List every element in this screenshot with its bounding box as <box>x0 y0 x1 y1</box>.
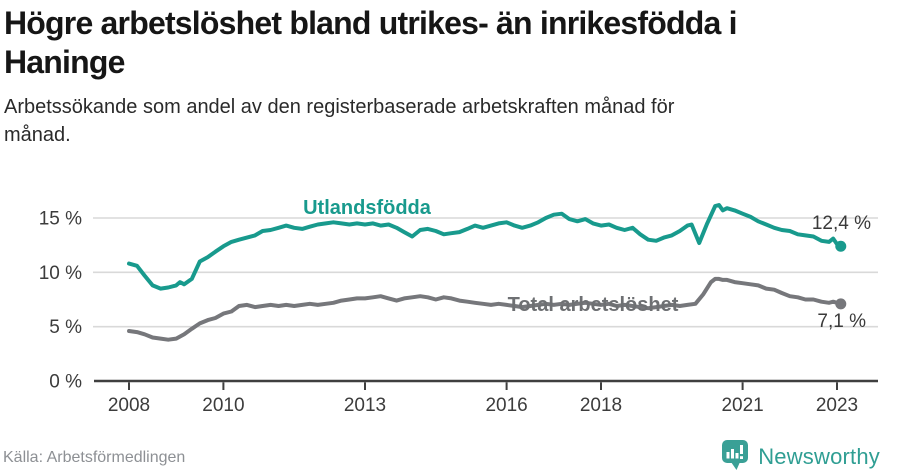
series-label-utlandsfodda: Utlandsfödda <box>303 197 432 219</box>
x-axis-tick-label: 2010 <box>202 395 244 416</box>
series-line-total <box>127 276 843 342</box>
x-axis-tick-label: 2016 <box>485 395 527 416</box>
x-axis-tick-label: 2013 <box>344 395 386 416</box>
x-axis-tick-label: 2023 <box>816 395 858 416</box>
x-axis-tick-label: 2021 <box>721 395 763 416</box>
x-axis-tick-label: 2018 <box>580 395 622 416</box>
source-credit: Källa: Arbetsförmedlingen <box>3 449 186 466</box>
chart-subtitle: Arbetssökande som andel av den registerb… <box>4 96 675 147</box>
bar-chart-bubble-icon <box>720 438 750 474</box>
series-end-dot-total <box>835 298 847 310</box>
logo-bubble-tail <box>731 462 741 470</box>
logo-bubble <box>722 440 749 463</box>
y-axis-tick-label: 10 % <box>39 263 82 284</box>
newsworthy-wordmark: Newsworthy <box>758 444 880 469</box>
y-axis-tick-label: 5 % <box>49 317 82 338</box>
y-axis-tick-label: 0 % <box>49 372 82 393</box>
page-title: Högre arbetslöshet bland utrikes- än inr… <box>4 5 738 81</box>
newsworthy-logo[interactable]: Newsworthy <box>720 438 880 474</box>
y-axis-tick-label: 15 % <box>39 208 82 229</box>
series-end-dot-utlandsfodda <box>835 240 847 252</box>
series-label-total: Total arbetslöshet <box>508 294 679 316</box>
series-end-value-utlandsfodda: 12,4 % <box>812 213 871 234</box>
series-end-value-total: 7,1 % <box>817 311 866 332</box>
series-line-utlandsfodda <box>127 203 843 291</box>
x-axis-tick-label: 2008 <box>108 395 150 416</box>
